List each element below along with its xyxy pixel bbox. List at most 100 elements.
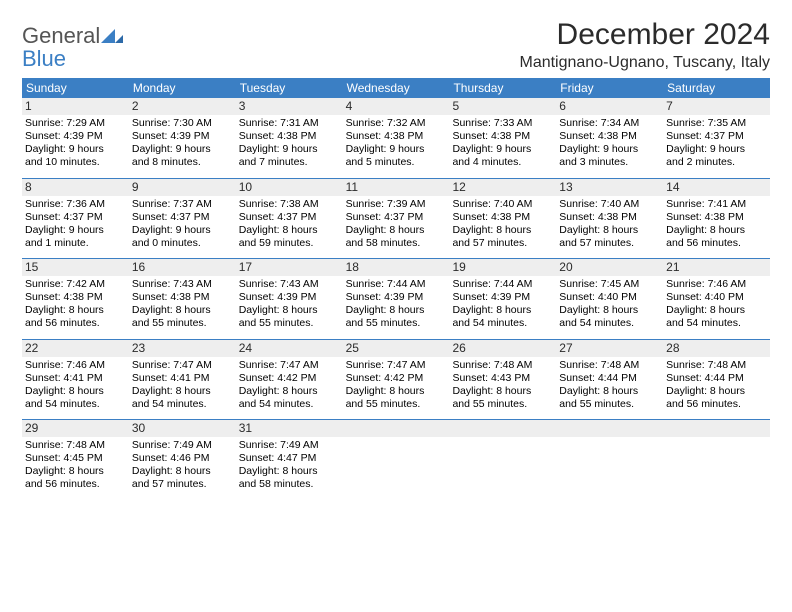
daylight-line2: and 58 minutes. [346, 237, 447, 250]
sunrise-text: Sunrise: 7:49 AM [239, 439, 340, 452]
daylight-line2: and 10 minutes. [25, 156, 126, 169]
day-number: 13 [556, 179, 663, 196]
sunrise-text: Sunrise: 7:32 AM [346, 117, 447, 130]
sunset-text: Sunset: 4:38 PM [132, 291, 233, 304]
sunrise-text: Sunrise: 7:45 AM [559, 278, 660, 291]
daylight-line2: and 54 minutes. [452, 317, 553, 330]
daylight-line1: Daylight: 8 hours [132, 385, 233, 398]
daylight-line2: and 57 minutes. [452, 237, 553, 250]
daylight-line1: Daylight: 8 hours [559, 304, 660, 317]
day-cell: 7Sunrise: 7:35 AMSunset: 4:37 PMDaylight… [663, 98, 770, 170]
sunrise-text: Sunrise: 7:33 AM [452, 117, 553, 130]
empty-day-cell [663, 420, 770, 492]
dow-cell: Sunday [22, 78, 129, 98]
daylight-line1: Daylight: 8 hours [666, 224, 767, 237]
sunset-text: Sunset: 4:45 PM [25, 452, 126, 465]
daylight-line2: and 54 minutes. [559, 317, 660, 330]
day-number: 10 [236, 179, 343, 196]
sunset-text: Sunset: 4:38 PM [559, 130, 660, 143]
day-number: 8 [22, 179, 129, 196]
sunrise-text: Sunrise: 7:46 AM [666, 278, 767, 291]
sunrise-text: Sunrise: 7:43 AM [239, 278, 340, 291]
day-cell: 25Sunrise: 7:47 AMSunset: 4:42 PMDayligh… [343, 340, 450, 412]
day-cell: 12Sunrise: 7:40 AMSunset: 4:38 PMDayligh… [449, 179, 556, 251]
sunset-text: Sunset: 4:38 PM [239, 130, 340, 143]
daylight-line2: and 56 minutes. [666, 398, 767, 411]
day-number: 26 [449, 340, 556, 357]
sunset-text: Sunset: 4:37 PM [25, 211, 126, 224]
day-cell: 1Sunrise: 7:29 AMSunset: 4:39 PMDaylight… [22, 98, 129, 170]
sunrise-text: Sunrise: 7:48 AM [452, 359, 553, 372]
empty-day-cell [556, 420, 663, 492]
sunrise-text: Sunrise: 7:40 AM [559, 198, 660, 211]
day-cell: 5Sunrise: 7:33 AMSunset: 4:38 PMDaylight… [449, 98, 556, 170]
day-cell: 21Sunrise: 7:46 AMSunset: 4:40 PMDayligh… [663, 259, 770, 331]
day-of-week-row: SundayMondayTuesdayWednesdayThursdayFrid… [22, 78, 770, 98]
week-row: 8Sunrise: 7:36 AMSunset: 4:37 PMDaylight… [22, 179, 770, 260]
sunrise-text: Sunrise: 7:31 AM [239, 117, 340, 130]
daylight-line2: and 55 minutes. [239, 317, 340, 330]
day-cell: 17Sunrise: 7:43 AMSunset: 4:39 PMDayligh… [236, 259, 343, 331]
day-cell: 30Sunrise: 7:49 AMSunset: 4:46 PMDayligh… [129, 420, 236, 492]
sunset-text: Sunset: 4:37 PM [132, 211, 233, 224]
day-number: 3 [236, 98, 343, 115]
weeks-container: 1Sunrise: 7:29 AMSunset: 4:39 PMDaylight… [22, 98, 770, 500]
daylight-line2: and 1 minute. [25, 237, 126, 250]
empty-day-cell [343, 420, 450, 492]
day-number: 2 [129, 98, 236, 115]
day-cell: 3Sunrise: 7:31 AMSunset: 4:38 PMDaylight… [236, 98, 343, 170]
sunset-text: Sunset: 4:46 PM [132, 452, 233, 465]
sunrise-text: Sunrise: 7:49 AM [132, 439, 233, 452]
day-number: 25 [343, 340, 450, 357]
daylight-line2: and 58 minutes. [239, 478, 340, 491]
location-text: Mantignano-Ugnano, Tuscany, Italy [519, 54, 770, 72]
daylight-line2: and 56 minutes. [666, 237, 767, 250]
sunrise-text: Sunrise: 7:34 AM [559, 117, 660, 130]
sunset-text: Sunset: 4:39 PM [346, 291, 447, 304]
daylight-line1: Daylight: 8 hours [132, 465, 233, 478]
sunset-text: Sunset: 4:39 PM [452, 291, 553, 304]
sunrise-text: Sunrise: 7:46 AM [25, 359, 126, 372]
day-number: 22 [22, 340, 129, 357]
sunset-text: Sunset: 4:42 PM [239, 372, 340, 385]
sunrise-text: Sunrise: 7:43 AM [132, 278, 233, 291]
day-cell: 8Sunrise: 7:36 AMSunset: 4:37 PMDaylight… [22, 179, 129, 251]
sunrise-text: Sunrise: 7:44 AM [346, 278, 447, 291]
day-number: 11 [343, 179, 450, 196]
day-cell: 4Sunrise: 7:32 AMSunset: 4:38 PMDaylight… [343, 98, 450, 170]
sunrise-text: Sunrise: 7:39 AM [346, 198, 447, 211]
sunset-text: Sunset: 4:44 PM [666, 372, 767, 385]
day-cell: 6Sunrise: 7:34 AMSunset: 4:38 PMDaylight… [556, 98, 663, 170]
sunset-text: Sunset: 4:37 PM [239, 211, 340, 224]
day-number: 29 [22, 420, 129, 437]
week-row: 15Sunrise: 7:42 AMSunset: 4:38 PMDayligh… [22, 259, 770, 340]
sunrise-text: Sunrise: 7:42 AM [25, 278, 126, 291]
day-cell: 13Sunrise: 7:40 AMSunset: 4:38 PMDayligh… [556, 179, 663, 251]
day-number: 4 [343, 98, 450, 115]
sunset-text: Sunset: 4:43 PM [452, 372, 553, 385]
sunrise-text: Sunrise: 7:30 AM [132, 117, 233, 130]
day-number [663, 420, 770, 437]
day-number: 18 [343, 259, 450, 276]
daylight-line2: and 57 minutes. [559, 237, 660, 250]
day-cell: 31Sunrise: 7:49 AMSunset: 4:47 PMDayligh… [236, 420, 343, 492]
day-cell: 22Sunrise: 7:46 AMSunset: 4:41 PMDayligh… [22, 340, 129, 412]
calendar-page: General Blue December 2024 Mantignano-Ug… [0, 0, 792, 510]
sunset-text: Sunset: 4:38 PM [666, 211, 767, 224]
sunrise-text: Sunrise: 7:48 AM [25, 439, 126, 452]
page-header: General Blue December 2024 Mantignano-Ug… [22, 18, 770, 72]
daylight-line1: Daylight: 8 hours [346, 304, 447, 317]
day-number [556, 420, 663, 437]
dow-cell: Friday [556, 78, 663, 98]
day-cell: 19Sunrise: 7:44 AMSunset: 4:39 PMDayligh… [449, 259, 556, 331]
daylight-line1: Daylight: 9 hours [132, 143, 233, 156]
day-number: 14 [663, 179, 770, 196]
day-number: 20 [556, 259, 663, 276]
logo-word2: Blue [22, 46, 66, 71]
day-cell: 14Sunrise: 7:41 AMSunset: 4:38 PMDayligh… [663, 179, 770, 251]
daylight-line1: Daylight: 8 hours [452, 304, 553, 317]
empty-day-cell [449, 420, 556, 492]
sunrise-text: Sunrise: 7:48 AM [559, 359, 660, 372]
day-cell: 10Sunrise: 7:38 AMSunset: 4:37 PMDayligh… [236, 179, 343, 251]
day-cell: 2Sunrise: 7:30 AMSunset: 4:39 PMDaylight… [129, 98, 236, 170]
